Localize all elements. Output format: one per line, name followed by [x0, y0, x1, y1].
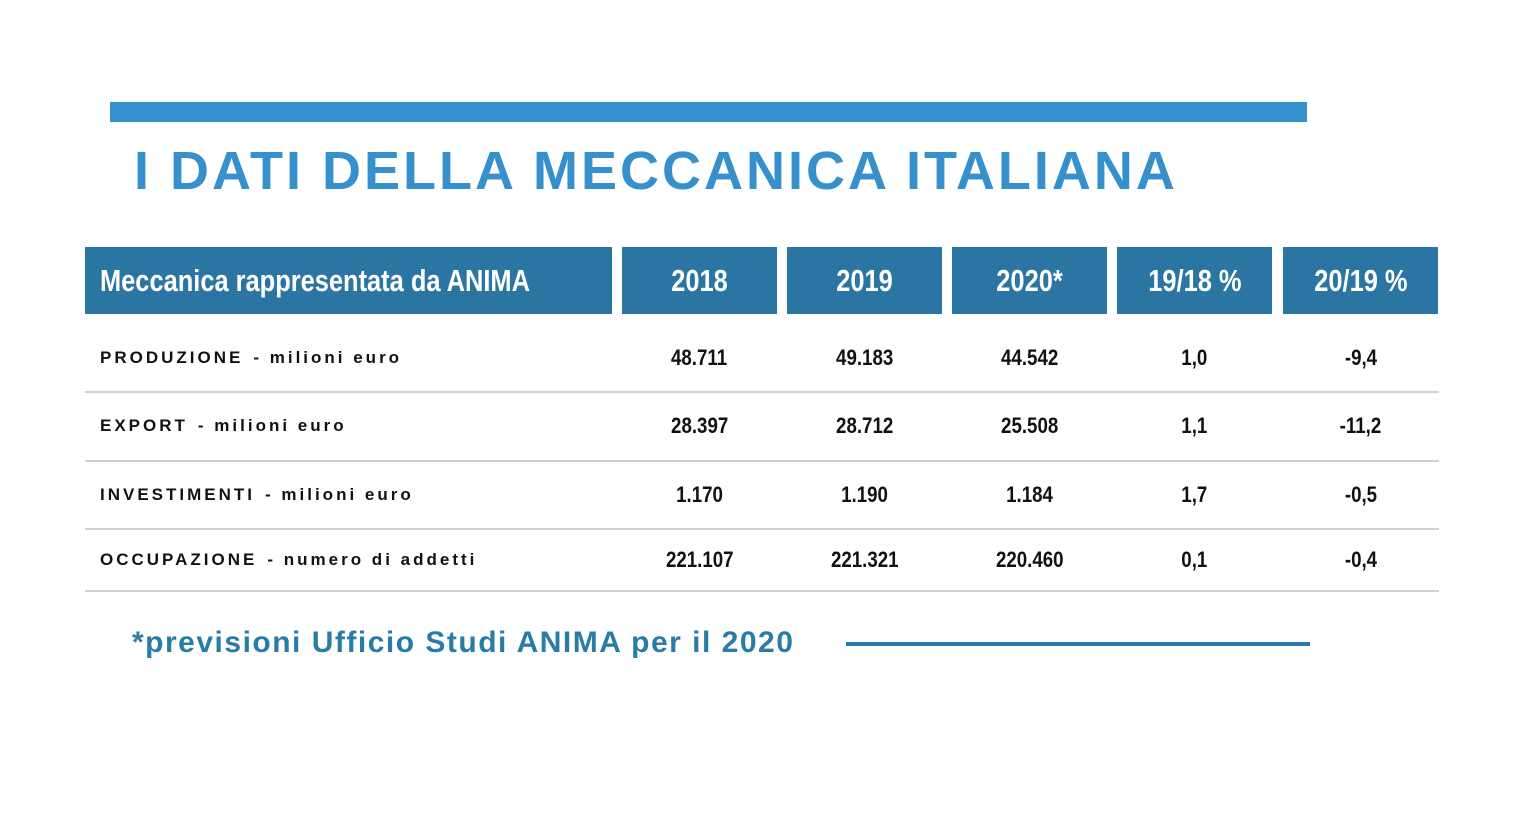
cell-value: 221.321	[830, 546, 899, 572]
table-cell: 221.107	[622, 529, 777, 590]
cell-value: -9,4	[1344, 344, 1377, 370]
table-cell: 48.711	[622, 324, 777, 391]
header-text: Meccanica rappresentata da ANIMA	[100, 262, 530, 298]
table-cell: 0,1	[1117, 529, 1272, 590]
cell-value: 0,1	[1181, 546, 1208, 572]
table-cell: 1.190	[787, 461, 942, 528]
header-text: 2019	[836, 262, 893, 298]
cell-value: 221.107	[665, 546, 734, 572]
row-label: OCCUPAZIONE - numero di addetti	[100, 529, 477, 590]
cell-value: 1,7	[1181, 481, 1208, 507]
cell-value: 1,0	[1181, 344, 1208, 370]
table-row: INVESTIMENTI - milioni euro 1.170 1.190 1.18…	[85, 461, 1439, 530]
cell-value: 48.711	[671, 344, 728, 370]
header-20-19: 20/19 %	[1283, 247, 1438, 314]
table-row: PRODUZIONE - milioni euro 48.711 49.183 44.5…	[85, 324, 1439, 393]
cell-value: 1.170	[676, 481, 723, 507]
row-name: PRODUZIONE	[100, 347, 244, 367]
table-cell: 28.712	[787, 392, 942, 460]
row-label: PRODUZIONE - milioni euro	[100, 324, 402, 391]
table-cell: 1.184	[952, 461, 1107, 528]
header-label: Meccanica rappresentata da ANIMA	[85, 247, 612, 314]
cell-value: 220.460	[995, 546, 1064, 572]
table-cell: 1,1	[1117, 392, 1272, 460]
row-label: INVESTIMENTI - milioni euro	[100, 461, 414, 528]
cell-value: -0,4	[1344, 546, 1377, 572]
cell-value: -11,2	[1339, 413, 1382, 438]
cell-value: 28.712	[835, 413, 894, 438]
table-row: OCCUPAZIONE - numero di addetti 221.107 221…	[85, 529, 1439, 592]
table-cell: 44.542	[952, 324, 1107, 391]
cell-value: 28.397	[670, 413, 729, 438]
table-cell: -11,2	[1283, 392, 1438, 460]
footnote: *previsioni Ufficio Studi ANIMA per il 2…	[132, 626, 795, 659]
header-2019: 2019	[787, 247, 942, 314]
cell-value: 44.542	[1000, 344, 1059, 370]
header-2018: 2018	[622, 247, 777, 314]
row-unit: - milioni euro	[265, 484, 414, 504]
cell-value: 25.508	[1000, 413, 1059, 438]
table-cell: 220.460	[952, 529, 1107, 590]
table-cell: -0,4	[1283, 529, 1438, 590]
table-row: EXPORT - milioni euro 28.397 28.712 25.508 1,…	[85, 392, 1439, 462]
row-unit: - numero di addetti	[267, 549, 478, 569]
table-cell: 28.397	[622, 392, 777, 460]
table-cell: 49.183	[787, 324, 942, 391]
title-accent-bar	[110, 102, 1307, 122]
row-name: OCCUPAZIONE	[100, 549, 258, 569]
row-unit: - milioni euro	[253, 347, 403, 367]
table-cell: -9,4	[1283, 324, 1438, 391]
header-text: 20/19 %	[1313, 262, 1408, 298]
header-text: 19/18 %	[1147, 262, 1242, 298]
cell-value: 1,1	[1181, 413, 1208, 438]
footnote-rule	[846, 642, 1310, 646]
row-label: EXPORT - milioni euro	[100, 392, 347, 460]
header-text: 2020*	[996, 262, 1063, 298]
table-cell: 25.508	[952, 392, 1107, 460]
table-cell: -0,5	[1283, 461, 1438, 528]
row-name: EXPORT	[100, 416, 188, 435]
header-19-18: 19/18 %	[1117, 247, 1272, 314]
row-unit: - milioni euro	[197, 416, 347, 435]
cell-value: 1.190	[841, 481, 888, 507]
table-cell: 1,7	[1117, 461, 1272, 528]
cell-value: -0,5	[1344, 481, 1377, 507]
header-2020: 2020*	[952, 247, 1107, 314]
table-cell: 221.321	[787, 529, 942, 590]
header-text: 2018	[671, 262, 728, 298]
cell-value: 49.183	[835, 344, 894, 370]
page-title: I DATI DELLA MECCANICA ITALIANA	[134, 141, 1178, 201]
table-cell: 1,0	[1117, 324, 1272, 391]
cell-value: 1.184	[1006, 481, 1053, 507]
row-name: INVESTIMENTI	[100, 484, 256, 504]
table-cell: 1.170	[622, 461, 777, 528]
